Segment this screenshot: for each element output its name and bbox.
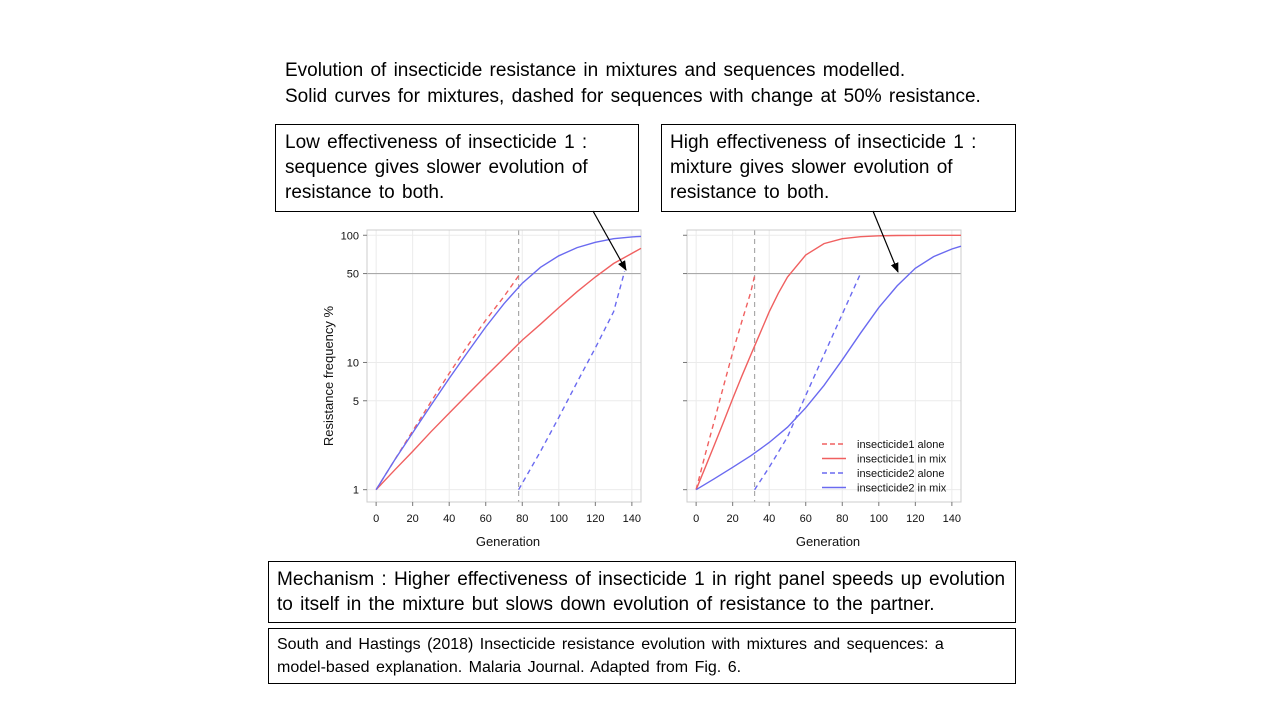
series-line bbox=[695, 234, 961, 490]
mechanism-line: Mechanism : Higher effectiveness of inse… bbox=[277, 569, 1006, 590]
x-tick-label: 40 bbox=[443, 513, 455, 525]
x-tick-label: 80 bbox=[836, 513, 848, 525]
y-tick-label: 5 bbox=[353, 396, 359, 408]
y-tick-label: 10 bbox=[347, 357, 359, 369]
plot-border bbox=[366, 229, 642, 503]
x-tick-label: 120 bbox=[586, 513, 604, 525]
series-line bbox=[375, 235, 642, 491]
x-tick-label: 20 bbox=[407, 513, 419, 525]
mechanism-box: Mechanism : Higher effectiveness of inse… bbox=[268, 561, 1016, 623]
series-line bbox=[517, 271, 626, 491]
legend-label: insecticide2 in mix bbox=[857, 483, 947, 495]
callout-right-line: resistance to both. bbox=[670, 182, 830, 203]
plot-area bbox=[367, 230, 641, 502]
x-tick-label: 60 bbox=[800, 513, 812, 525]
callout-left: Low effectiveness of insecticide 1 : seq… bbox=[275, 124, 639, 212]
y-tick-label: 50 bbox=[347, 269, 359, 281]
legend-label: insecticide2 alone bbox=[857, 468, 944, 480]
header-line-1: Evolution of insecticide resistance in m… bbox=[285, 60, 906, 81]
x-tick-label: 140 bbox=[623, 513, 641, 525]
x-tick-label: 100 bbox=[550, 513, 568, 525]
x-tick-label: 20 bbox=[727, 513, 739, 525]
legend-label: insecticide1 alone bbox=[857, 439, 944, 451]
x-tick-label: 0 bbox=[693, 513, 699, 525]
citation-line: model-based explanation. Malaria Journal… bbox=[277, 659, 742, 676]
header-line-2: Solid curves for mixtures, dashed for se… bbox=[285, 86, 981, 107]
callout-right-arrow bbox=[872, 210, 899, 273]
callout-left-line: resistance to both. bbox=[285, 182, 445, 203]
callout-left-line: Low effectiveness of insecticide 1 : bbox=[285, 132, 588, 153]
chart-panel-left: 0 20 40 60 80 100 120 140 1 5 10 50 100 Generation Res… bbox=[321, 229, 642, 549]
x-tick-label: 40 bbox=[763, 513, 775, 525]
callout-right-line: mixture gives slower evolution of bbox=[670, 157, 953, 178]
plot-border bbox=[686, 229, 962, 503]
callout-left-arrow bbox=[592, 210, 627, 271]
chart-panel-right: 0 20 40 60 80 100 120 140 Generation insecticide1… bbox=[683, 229, 962, 549]
x-tick-label: 140 bbox=[943, 513, 961, 525]
series-line bbox=[695, 245, 962, 491]
x-axis-label: Generation bbox=[796, 534, 860, 549]
x-tick-label: 100 bbox=[870, 513, 888, 525]
y-tick-label: 1 bbox=[353, 485, 359, 497]
x-tick-label: 60 bbox=[480, 513, 492, 525]
y-axis-label: Resistance frequency % bbox=[321, 305, 336, 446]
x-tick-label: 0 bbox=[373, 513, 379, 525]
callout-left-line: sequence gives slower evolution of bbox=[285, 157, 588, 178]
series-line bbox=[695, 275, 756, 490]
legend-label: insecticide1 in mix bbox=[857, 454, 947, 466]
y-tick-label: 100 bbox=[341, 230, 359, 242]
callout-right: High effectiveness of insecticide 1 : mi… bbox=[661, 124, 1016, 212]
series-line bbox=[375, 247, 642, 491]
citation-line: South and Hastings (2018) Insecticide re… bbox=[277, 636, 944, 653]
callout-right-line: High effectiveness of insecticide 1 : bbox=[670, 132, 977, 153]
x-tick-label: 80 bbox=[516, 513, 528, 525]
mechanism-line: to itself in the mixture but slows down … bbox=[277, 594, 935, 615]
x-tick-label: 120 bbox=[906, 513, 924, 525]
citation-box: South and Hastings (2018) Insecticide re… bbox=[268, 628, 1016, 684]
x-axis-label: Generation bbox=[476, 534, 540, 549]
